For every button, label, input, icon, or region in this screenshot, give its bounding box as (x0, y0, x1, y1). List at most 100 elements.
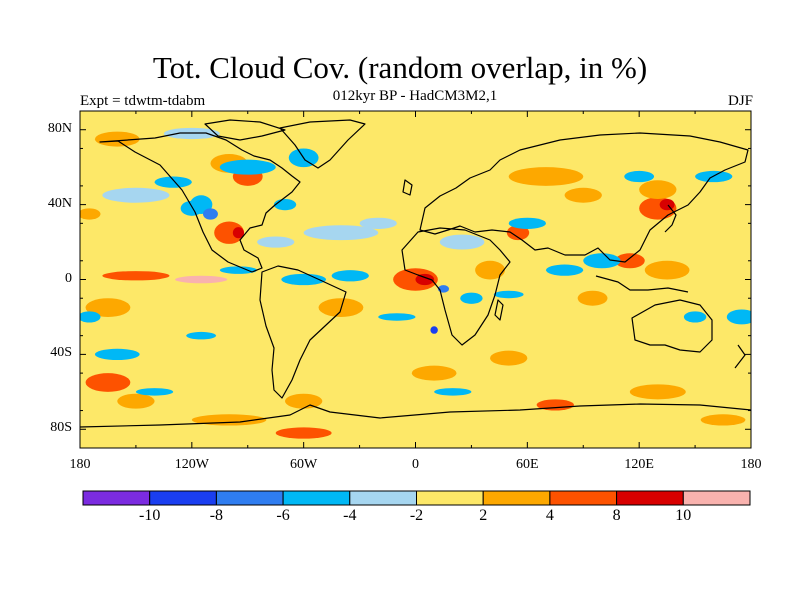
colorbar-swatch (416, 490, 484, 506)
colorbar-label: -6 (276, 507, 290, 524)
lat-tick-label: 80N (47, 120, 72, 136)
anomaly-region-36 (629, 384, 686, 400)
coast-japan (664, 204, 677, 233)
colorbar-label: -2 (409, 507, 424, 524)
map-title: Tot. Cloud Cov. (random overlap, in %) (152, 50, 648, 85)
colorbar-swatch (482, 490, 551, 506)
anomaly-region-61 (273, 198, 297, 211)
coast-new-zealand (734, 344, 746, 369)
anomaly-region-8 (232, 227, 245, 239)
anomaly-region-30 (285, 393, 323, 409)
lon-tick-label: 0 (412, 457, 419, 472)
anomaly-region-26 (577, 290, 608, 306)
anomaly-region-7 (214, 221, 245, 244)
anomaly-region-45 (460, 292, 483, 304)
colorbar-label: -4 (343, 507, 357, 524)
colorbar-swatch (282, 490, 351, 506)
coast-south-america (259, 265, 347, 399)
anomaly-region-23 (508, 167, 584, 186)
anomaly-region-56 (726, 309, 751, 325)
anomaly-region-48 (583, 253, 621, 269)
experiment-label: Expt = tdwtm-tdabm (80, 93, 206, 109)
anomaly-region-50 (624, 170, 655, 183)
anomaly-region-41 (257, 236, 295, 248)
colorbar-label: 8 (612, 507, 621, 524)
lon-tick-label: 60W (290, 457, 318, 472)
anomaly-region-55 (378, 313, 416, 321)
anomaly-region-60 (219, 159, 276, 175)
anomaly-region-17 (439, 234, 485, 250)
colorbar-swatch (215, 490, 284, 506)
anomaly-region-21 (659, 198, 675, 211)
colorbar-swatch (549, 490, 618, 506)
anomaly-region-43 (281, 273, 327, 286)
map-subtitle: 012kyr BP - HadCM3M2,1 (332, 88, 498, 104)
anomaly-region-34 (490, 350, 528, 366)
anomaly-region-28 (85, 373, 131, 392)
anomaly-region-15 (415, 273, 435, 286)
coast-indonesia (595, 275, 689, 293)
coast-eurasia (419, 132, 749, 263)
anomaly-region-12 (175, 275, 228, 284)
lon-tick-label: 60E (516, 457, 539, 472)
coast-madagascar (494, 299, 504, 321)
colorbar-swatch (349, 490, 417, 506)
anomaly-region-16 (475, 260, 505, 280)
colorbar-swatch (682, 490, 751, 506)
coast-arctic-islands (204, 119, 286, 141)
anomaly-region-49 (508, 217, 546, 229)
anomaly-region-52 (80, 311, 101, 323)
anomaly-region-22 (639, 180, 677, 199)
coast-north-america (99, 132, 301, 273)
anomaly-region-10 (359, 217, 397, 229)
lon-tick-label: 180 (69, 457, 91, 472)
anomaly-region-0 (94, 131, 140, 147)
anomaly-region-58 (135, 388, 174, 396)
anomaly-region-54 (186, 331, 217, 340)
anomaly-region-46 (493, 290, 524, 299)
lon-tick-label: 120W (174, 457, 209, 472)
coast-antarctica (80, 403, 751, 428)
anomaly-region-64 (430, 326, 438, 334)
anomaly-region-18 (506, 225, 530, 241)
coastlines (80, 119, 751, 428)
colorbar-swatch (82, 490, 151, 506)
colorbar-swatch (149, 490, 217, 506)
lon-tick-label: 180 (740, 457, 762, 472)
anomaly-region-44 (331, 270, 369, 282)
anomaly-region-53 (94, 348, 140, 361)
anomaly-region-14 (393, 268, 438, 291)
anomaly-region-37 (700, 414, 746, 426)
colorbar (82, 490, 751, 506)
coast-uk (402, 179, 413, 196)
axis-ticks (79, 110, 752, 449)
lat-tick-label: 0 (65, 270, 72, 286)
anomaly-region-62 (203, 208, 218, 220)
lat-tick-label: 80S (50, 420, 72, 436)
coast-africa (401, 227, 511, 346)
colorbar-label: -10 (139, 507, 161, 524)
anomaly-region-33 (411, 365, 457, 381)
colorbar-swatch (616, 490, 684, 506)
anomaly-region-39 (154, 176, 192, 188)
coast-australia (631, 299, 713, 353)
anomaly-region-11 (102, 271, 170, 281)
colorbar-label: 4 (545, 507, 554, 524)
season-label: DJF (727, 93, 753, 109)
anomaly-region-5 (102, 187, 170, 203)
colorbar-label: 2 (479, 507, 488, 524)
anomaly-region-59 (434, 388, 472, 396)
coast-greenland (279, 119, 366, 169)
anomaly-regions (80, 127, 751, 439)
lat-tick-label: 40S (50, 345, 72, 361)
anomaly-region-25 (614, 253, 645, 269)
anomaly-region-47 (545, 264, 584, 276)
anomaly-region-57 (683, 311, 707, 323)
anomaly-region-42 (219, 266, 258, 274)
anomaly-region-19 (564, 187, 602, 203)
lon-tick-label: 120E (624, 457, 654, 472)
anomaly-region-32 (275, 427, 332, 439)
colorbar-label: -8 (209, 507, 224, 524)
colorbar-label: 10 (675, 507, 692, 524)
